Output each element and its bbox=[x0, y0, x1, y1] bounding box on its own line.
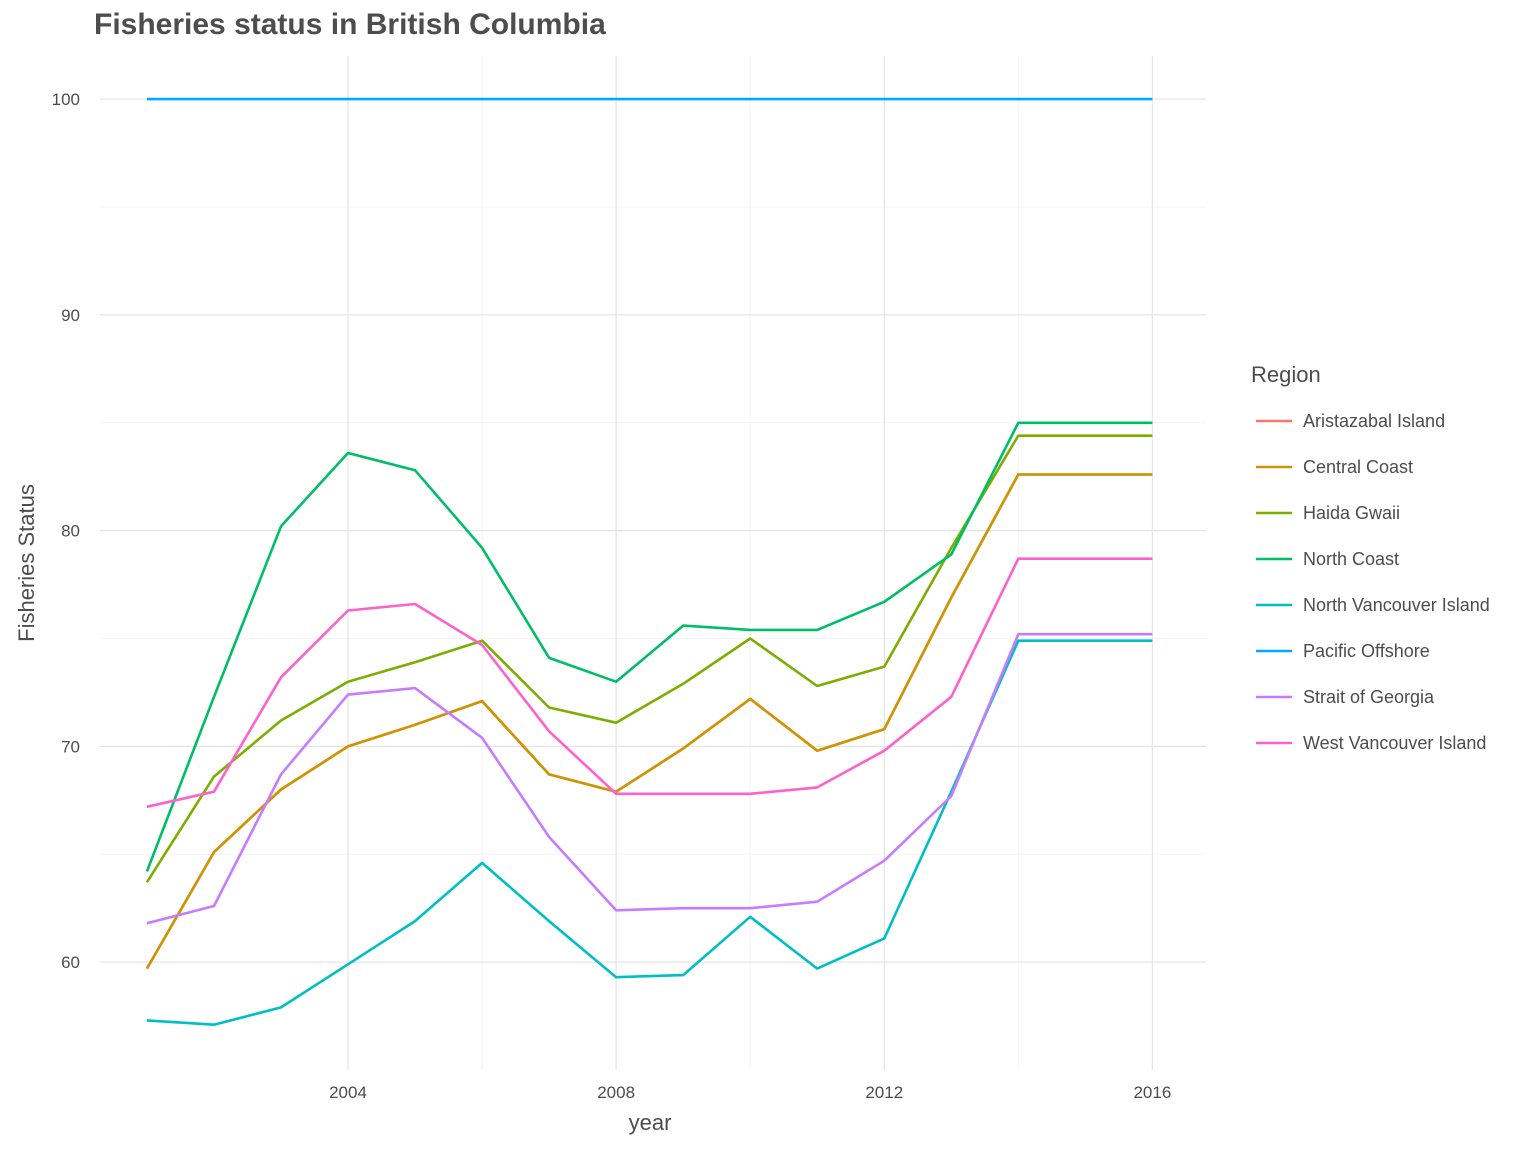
legend-item-haida-gwaii: Haida Gwaii bbox=[1256, 503, 1400, 523]
x-tick-label: 2012 bbox=[865, 1083, 903, 1102]
x-tick-label: 2004 bbox=[329, 1083, 367, 1102]
x-axis-title: year bbox=[629, 1110, 672, 1135]
legend-label: North Vancouver Island bbox=[1303, 595, 1490, 615]
y-tick-label: 100 bbox=[52, 90, 80, 109]
legend-item-north-coast: North Coast bbox=[1256, 549, 1399, 569]
y-tick-label: 90 bbox=[61, 306, 80, 325]
y-axis-ticks: 60 70 80 90 100 bbox=[52, 90, 80, 972]
legend-label: Strait of Georgia bbox=[1303, 687, 1435, 707]
legend-label: Haida Gwaii bbox=[1303, 503, 1400, 523]
y-axis-title: Fisheries Status bbox=[14, 484, 39, 642]
grid-lines bbox=[100, 56, 1206, 1070]
legend-item-aristazabal-island: Aristazabal Island bbox=[1256, 411, 1445, 431]
legend-item-west-vancouver-island: West Vancouver Island bbox=[1256, 733, 1486, 753]
series-line-north-coast bbox=[145, 421, 1153, 872]
legend-label: West Vancouver Island bbox=[1303, 733, 1486, 753]
series-line-west-vancouver-island bbox=[146, 557, 1153, 809]
legend-label: Central Coast bbox=[1303, 457, 1413, 477]
y-tick-label: 80 bbox=[61, 522, 80, 541]
series-line-central-coast bbox=[145, 473, 1153, 970]
x-axis-ticks: 2004 2008 2012 2016 bbox=[329, 1083, 1171, 1102]
y-tick-label: 60 bbox=[61, 953, 80, 972]
series-line-north-vancouver-island bbox=[146, 639, 1153, 1026]
chart-title: Fisheries status in British Columbia bbox=[94, 8, 606, 41]
series-line-aristazabal-island bbox=[145, 473, 1153, 970]
series-lines bbox=[145, 97, 1153, 1026]
legend-label: Pacific Offshore bbox=[1303, 641, 1430, 661]
x-tick-label: 2008 bbox=[597, 1083, 635, 1102]
legend-item-central-coast: Central Coast bbox=[1256, 457, 1413, 477]
legend-label: North Coast bbox=[1303, 549, 1399, 569]
series-line-strait-of-georgia bbox=[146, 632, 1153, 925]
legend: Region Aristazabal Island Central Coast Ha… bbox=[1251, 362, 1490, 753]
legend-item-north-vancouver-island: North Vancouver Island bbox=[1256, 595, 1490, 615]
series-line-haida-gwaii bbox=[145, 434, 1153, 883]
y-tick-label: 70 bbox=[61, 737, 80, 756]
x-tick-label: 2016 bbox=[1133, 1083, 1171, 1102]
legend-item-pacific-offshore: Pacific Offshore bbox=[1256, 641, 1430, 661]
legend-item-strait-of-georgia: Strait of Georgia bbox=[1256, 687, 1435, 707]
legend-title: Region bbox=[1251, 362, 1321, 387]
legend-label: Aristazabal Island bbox=[1303, 411, 1445, 431]
